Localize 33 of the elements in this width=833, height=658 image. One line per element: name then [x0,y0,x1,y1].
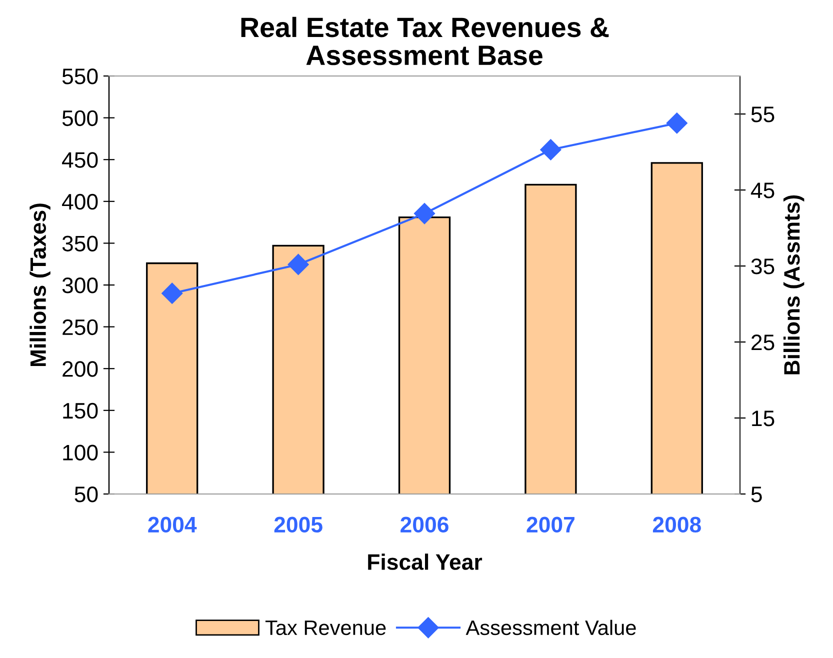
x-tick-label: 2008 [652,516,701,533]
y-tick-label: 50 [74,486,98,502]
y-tick-label: 250 [62,319,98,336]
y-tick-label: 100 [63,444,98,460]
point [540,139,562,160]
y2-tick-label: 25 [752,334,774,350]
point [666,112,688,134]
point [414,203,436,224]
y-tick-label: 500 [62,110,98,126]
y2-tick-label: 15 [752,410,774,426]
legend-label: Assessment Value [466,620,636,636]
y-tick-label: 450 [62,152,98,168]
y-tick-label: 400 [62,194,98,210]
x-tick-label: 2007 [526,516,574,533]
y-axis-title: Millions (Taxes) [30,204,50,366]
x-tick-label: 2004 [148,516,197,533]
x-axis-title: Fiscal Year [368,554,482,570]
x-tick-label: 2005 [274,516,322,533]
y-tick-label: 200 [62,361,98,377]
y-tick-label: 150 [63,402,98,419]
y2-tick-label: 35 [751,258,774,274]
x-tick-label: 2006 [400,516,448,533]
y2-tick-label: 5 [751,486,762,502]
y-tick-label: 350 [62,236,98,252]
y2-tick-label: 45 [750,182,774,198]
legend-label: Tax Revenue [265,620,386,636]
point [162,282,183,304]
point [288,254,309,275]
chart-title: Real Estate Tax Revenues & Assessment Base [241,16,609,66]
y2-tick-label: 55 [751,106,774,122]
y-tick-label: 300 [62,278,98,294]
y-tick-label: 550 [62,68,98,84]
y2-axis-title: Billions (Assmts) [783,195,804,374]
